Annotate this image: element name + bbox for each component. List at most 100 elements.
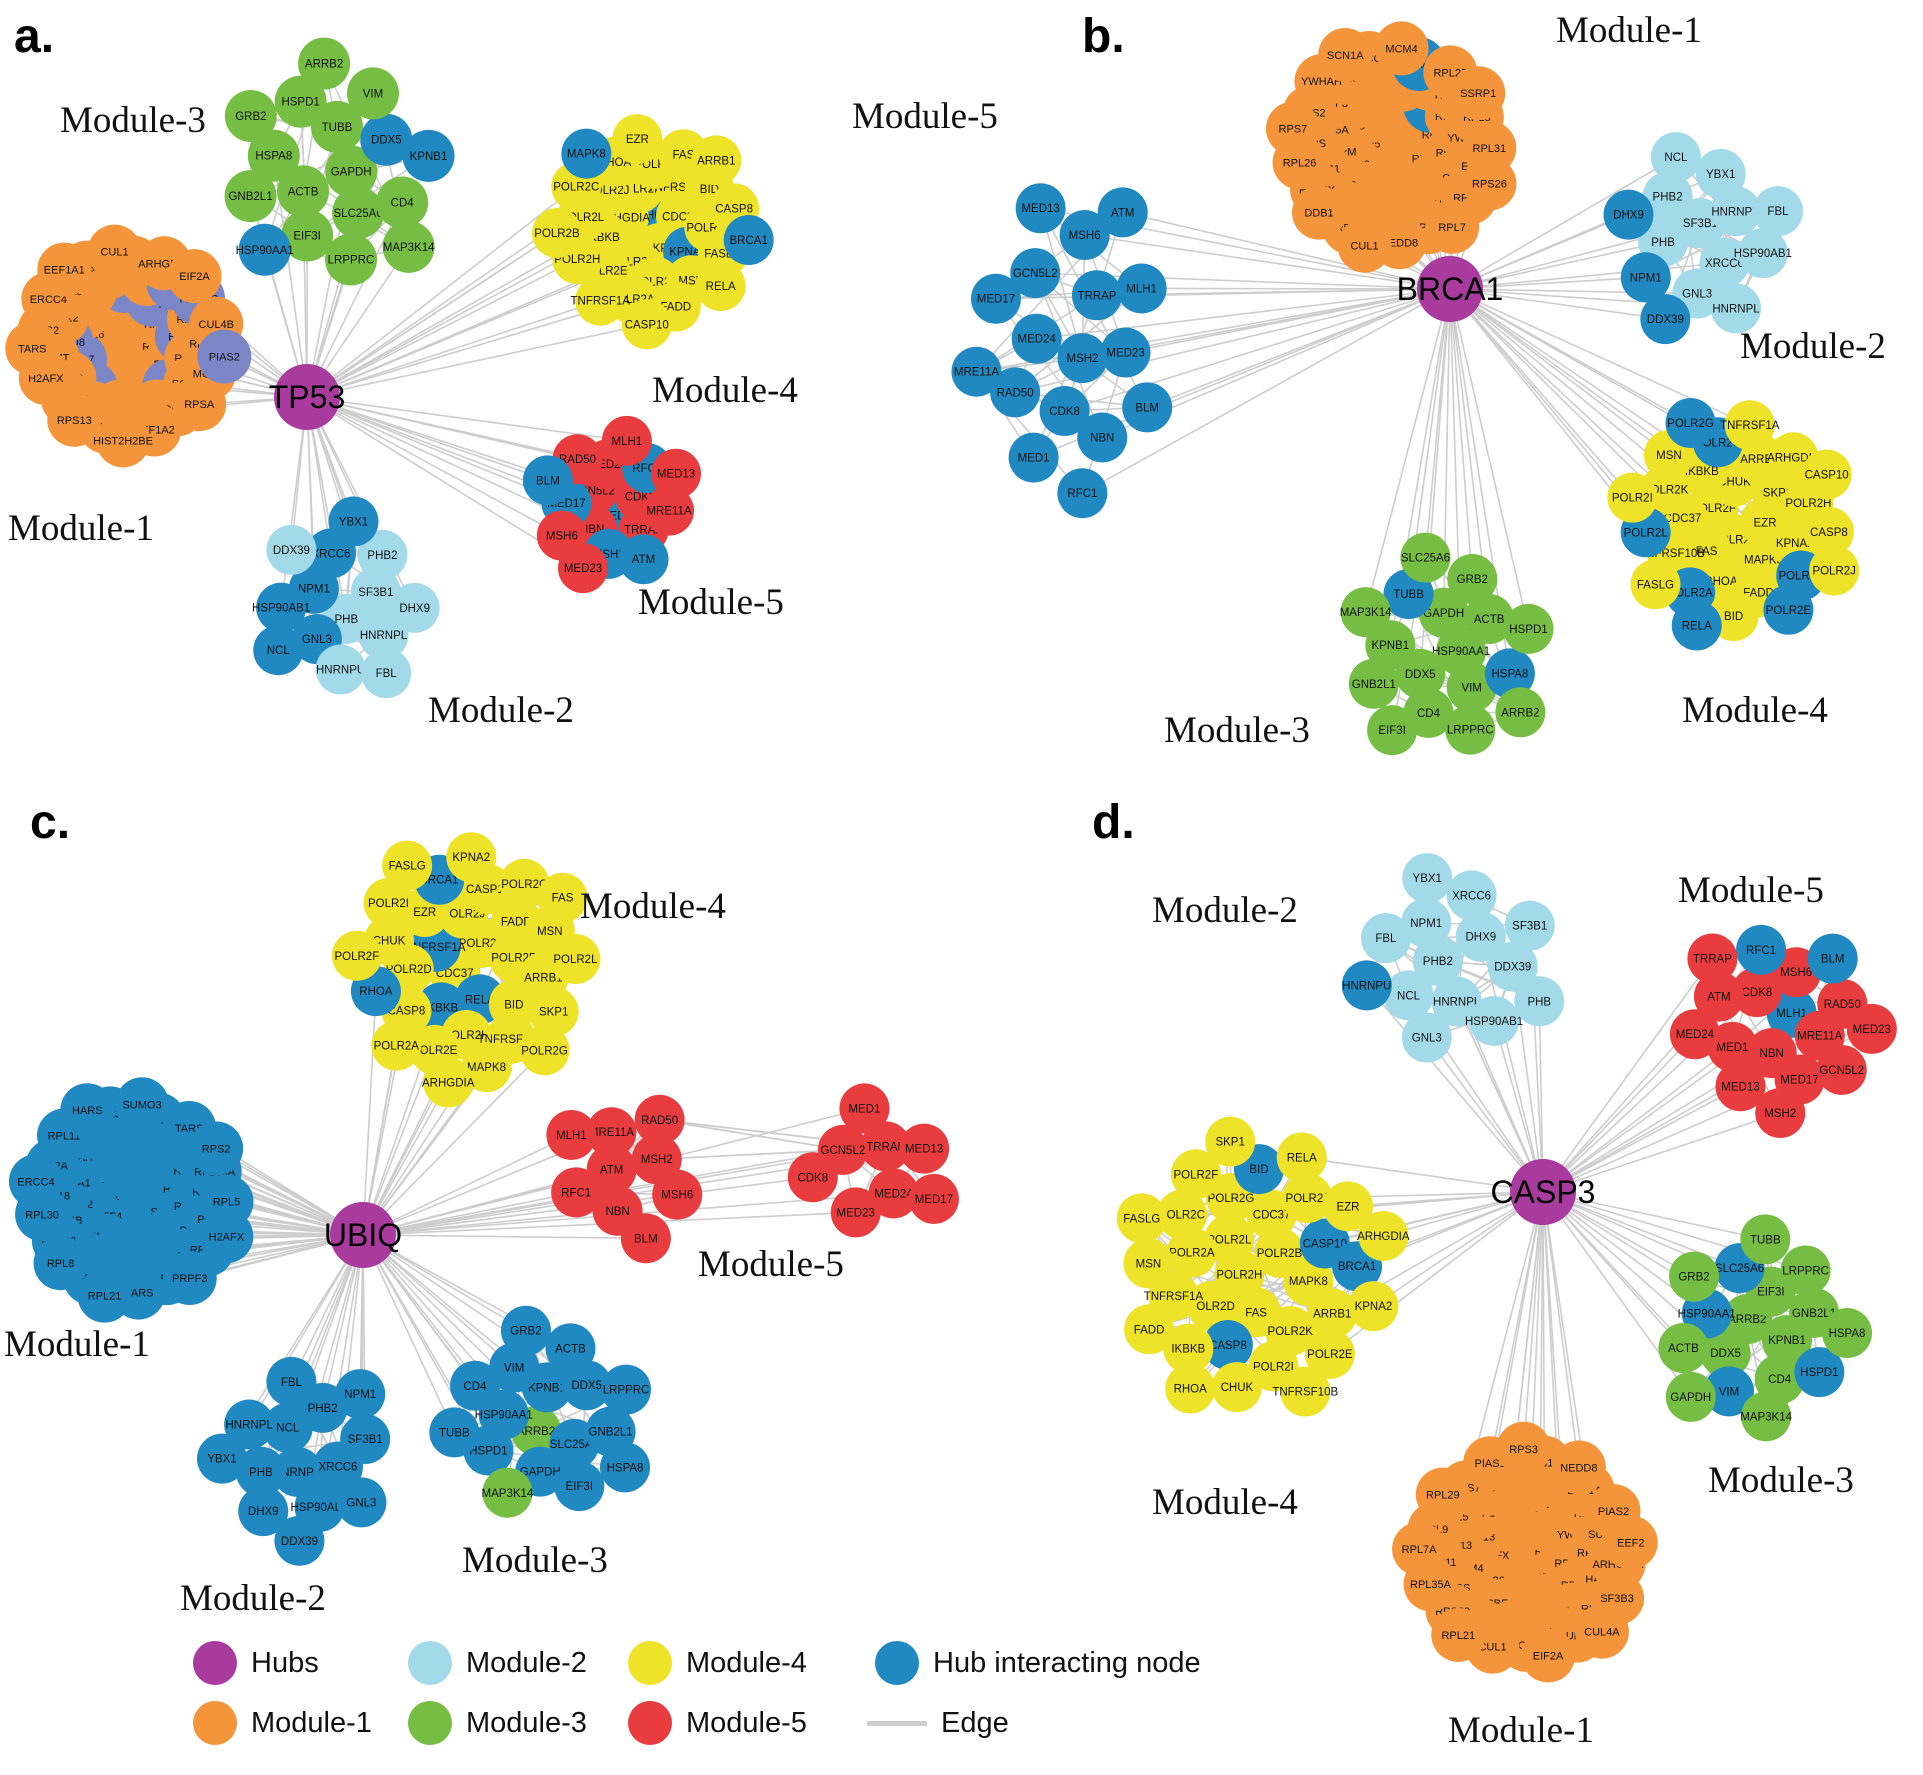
hub-node[interactable]: CASP3: [1491, 1159, 1596, 1225]
network-node[interactable]: KPNB1: [402, 129, 455, 182]
network-node[interactable]: MRE11A: [951, 346, 1002, 397]
network-node[interactable]: RPS13: [47, 392, 102, 447]
network-node[interactable]: MED17: [970, 273, 1021, 324]
network-node[interactable]: POLR2F: [331, 930, 382, 981]
network-node[interactable]: MED13: [1015, 183, 1066, 234]
network-node[interactable]: MED23: [1100, 327, 1151, 378]
network-node[interactable]: SCN1A: [1318, 27, 1373, 82]
network-node[interactable]: CD4: [376, 176, 429, 229]
network-node[interactable]: GNB2L1: [1348, 658, 1399, 709]
network-node[interactable]: MAP3K14: [382, 220, 435, 273]
network-node[interactable]: MLH1: [546, 1109, 597, 1160]
network-node[interactable]: POLR2B: [532, 208, 583, 259]
network-node[interactable]: POLR2E: [1763, 584, 1814, 635]
network-node[interactable]: RPS7: [1265, 101, 1320, 156]
network-node[interactable]: YBX1: [196, 1433, 247, 1484]
network-node[interactable]: GNL3: [336, 1477, 387, 1528]
network-node[interactable]: CUL1: [1337, 218, 1392, 273]
network-node[interactable]: HSPD1: [1503, 603, 1554, 654]
network-node[interactable]: MSH2: [1755, 1087, 1806, 1138]
network-node[interactable]: HNRNPU: [315, 644, 366, 695]
network-node[interactable]: ATM: [1097, 187, 1148, 238]
network-node[interactable]: RPS26: [1462, 156, 1517, 211]
network-node[interactable]: HARS: [60, 1083, 115, 1138]
network-node[interactable]: EIF3I: [554, 1461, 605, 1512]
network-node[interactable]: PHB: [1514, 976, 1565, 1027]
network-node[interactable]: POLR2L: [550, 933, 601, 984]
network-node[interactable]: MED13: [651, 448, 702, 499]
network-node[interactable]: BLM: [1122, 382, 1173, 433]
network-node[interactable]: TRRAP: [1071, 270, 1122, 321]
network-node[interactable]: POLR2G: [519, 1025, 570, 1076]
network-node[interactable]: RHOA: [1165, 1363, 1216, 1414]
network-node[interactable]: XRCC6: [1446, 870, 1497, 921]
network-node[interactable]: SF3B1: [1504, 900, 1555, 951]
network-node[interactable]: GNL3: [1401, 1012, 1452, 1063]
network-node[interactable]: SLC25A6: [332, 186, 385, 239]
network-node[interactable]: GRB2: [500, 1305, 551, 1356]
network-node[interactable]: LRPPRC: [324, 233, 377, 286]
network-node[interactable]: DHX9: [1603, 189, 1654, 240]
network-node[interactable]: ARRB1: [691, 135, 742, 186]
network-node[interactable]: MED23: [830, 1187, 881, 1238]
network-node[interactable]: MED24: [1669, 1009, 1720, 1060]
network-node[interactable]: GNB2L1: [224, 170, 277, 223]
network-node[interactable]: ATM: [618, 534, 669, 585]
network-node[interactable]: KPNA2: [446, 832, 497, 883]
network-node[interactable]: MED1: [839, 1083, 890, 1134]
network-node[interactable]: HSPA8: [600, 1442, 651, 1493]
network-node[interactable]: RFC1: [1736, 924, 1787, 975]
network-node[interactable]: MED17: [908, 1173, 959, 1224]
hub-node[interactable]: BRCA1: [1397, 256, 1504, 322]
network-node[interactable]: TUBB: [1740, 1214, 1791, 1265]
network-node[interactable]: RPL8: [33, 1236, 88, 1291]
network-node[interactable]: FASLG: [382, 840, 433, 891]
network-node[interactable]: RFC1: [1057, 468, 1108, 519]
network-node[interactable]: SF3B1: [340, 1414, 391, 1465]
network-node[interactable]: CHUK: [1211, 1362, 1262, 1413]
network-node[interactable]: HNRNPU: [1341, 960, 1392, 1011]
network-node[interactable]: NEDD8: [1551, 1440, 1606, 1495]
network-node[interactable]: MED23: [558, 543, 609, 594]
network-node[interactable]: HSPA8: [1822, 1308, 1873, 1359]
network-node[interactable]: YBX1: [328, 496, 379, 547]
network-node[interactable]: CUL4A: [1574, 1604, 1629, 1659]
network-node[interactable]: RELA: [1276, 1132, 1327, 1183]
network-node[interactable]: MAPK8: [561, 128, 612, 179]
network-node[interactable]: MSN: [1123, 1238, 1174, 1289]
network-node[interactable]: NCL: [1650, 132, 1701, 183]
network-node[interactable]: CDK8: [787, 1152, 838, 1203]
hub-node[interactable]: TP53: [269, 364, 345, 430]
network-node[interactable]: ACTB: [545, 1323, 596, 1374]
network-node[interactable]: NCL: [253, 625, 304, 676]
network-node[interactable]: MLH1: [1116, 263, 1167, 314]
network-node[interactable]: RELA: [1671, 600, 1722, 651]
network-node[interactable]: SSRP1: [1451, 66, 1506, 121]
network-node[interactable]: RPS3: [1496, 1421, 1551, 1476]
network-node[interactable]: TRRAP: [1687, 933, 1738, 984]
network-node[interactable]: MLH1: [601, 415, 652, 466]
network-node[interactable]: BRCA1: [723, 215, 774, 266]
network-node[interactable]: NPM1: [335, 1369, 386, 1420]
network-node[interactable]: FASLG: [1116, 1193, 1167, 1244]
network-node[interactable]: BLM: [620, 1213, 671, 1264]
network-node[interactable]: RPS2: [189, 1121, 244, 1176]
network-node[interactable]: PRPF3: [162, 1251, 217, 1306]
network-node[interactable]: GRB2: [1447, 553, 1498, 604]
network-node[interactable]: DDX39: [266, 524, 317, 575]
network-node[interactable]: NBN: [1077, 412, 1128, 463]
network-node[interactable]: MED1: [1008, 432, 1059, 483]
network-node[interactable]: SUMO3: [115, 1077, 170, 1132]
network-node[interactable]: LRPPRC: [1445, 704, 1496, 755]
network-node[interactable]: RAD50: [634, 1094, 685, 1145]
network-node[interactable]: MED23: [1846, 1003, 1897, 1054]
network-node[interactable]: RPL7: [1425, 199, 1480, 254]
network-node[interactable]: CASP10: [1801, 449, 1852, 500]
network-node[interactable]: DDB1: [1292, 185, 1347, 240]
network-node[interactable]: RPL21: [1431, 1607, 1486, 1662]
network-node[interactable]: PIAS2: [197, 329, 252, 384]
network-node[interactable]: GRB2: [1669, 1251, 1720, 1302]
network-node[interactable]: CUL1: [87, 224, 142, 279]
network-node[interactable]: DDX39: [1640, 294, 1691, 345]
network-node[interactable]: TUBB: [429, 1407, 480, 1458]
